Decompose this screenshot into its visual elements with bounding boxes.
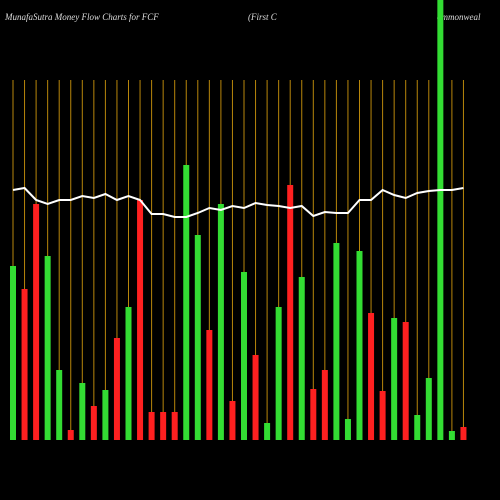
bar: [460, 427, 467, 440]
bar: [148, 412, 155, 440]
bar: [125, 307, 132, 440]
bar: [264, 423, 271, 440]
bar: [275, 307, 282, 440]
bar: [379, 391, 386, 440]
bar: [229, 401, 236, 440]
bar: [252, 355, 259, 440]
chart-subtitle: ommonweal: [437, 12, 481, 22]
bar: [425, 378, 432, 440]
bar: [102, 390, 109, 440]
bar: [321, 370, 328, 440]
bar: [391, 318, 398, 440]
bar: [333, 243, 340, 440]
bar: [310, 389, 317, 440]
bar: [171, 412, 178, 440]
bar: [368, 313, 375, 440]
bar: [90, 406, 97, 440]
bar: [56, 370, 63, 440]
bar: [79, 383, 86, 440]
bar: [44, 256, 51, 440]
bar: [344, 419, 351, 440]
bar: [113, 338, 120, 440]
bar: [67, 430, 74, 440]
bar: [356, 251, 363, 440]
bar: [137, 200, 144, 440]
bar: [206, 330, 213, 440]
bar: [241, 272, 247, 440]
bar: [437, 0, 444, 440]
chart-title: MunafaSutra Money Flow Charts for FCF: [4, 12, 159, 22]
bar: [160, 412, 167, 440]
bar: [217, 204, 224, 440]
bar: [194, 235, 201, 440]
bar: [298, 277, 305, 440]
chart-subtitle: (First C: [248, 12, 278, 22]
bar: [21, 289, 28, 440]
bar: [287, 185, 294, 440]
bar: [183, 165, 190, 440]
bar: [33, 204, 40, 440]
money-flow-line: [12, 186, 464, 218]
bar: [414, 415, 421, 440]
bar: [448, 431, 455, 440]
bar: [402, 322, 409, 440]
bar: [10, 266, 16, 440]
